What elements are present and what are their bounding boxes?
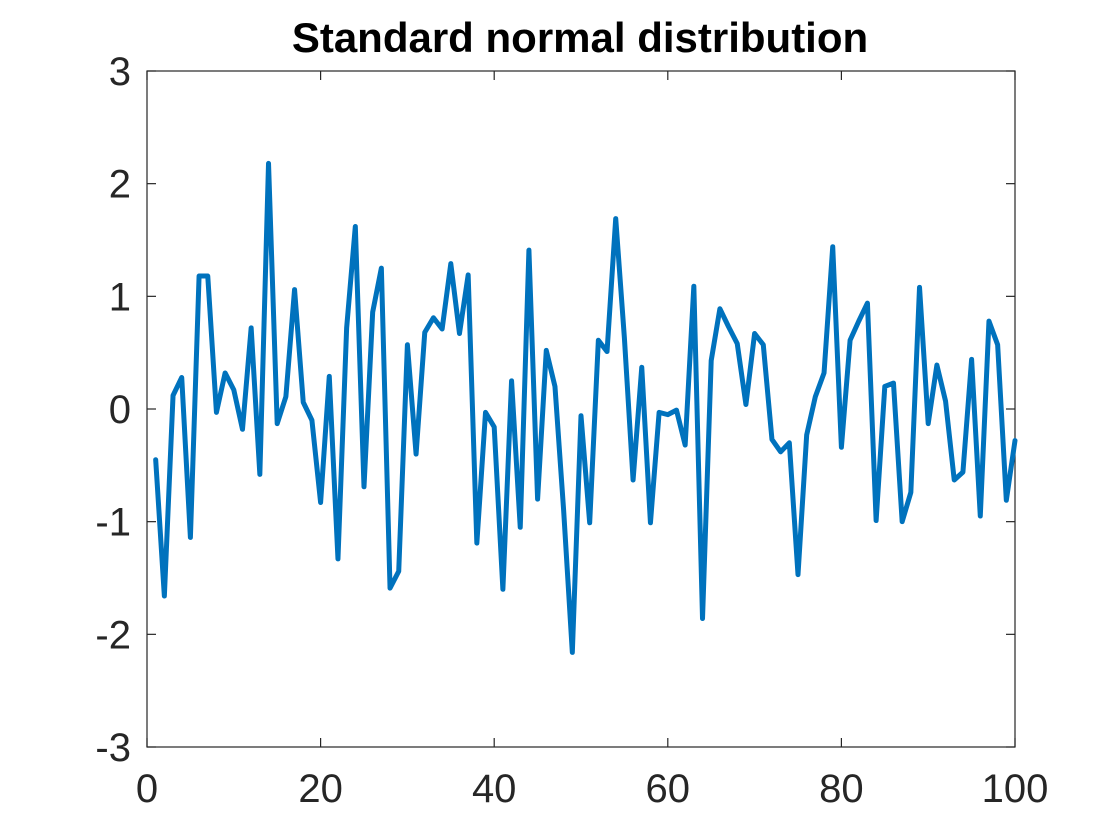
x-tick-label: 80 xyxy=(819,767,864,811)
x-tick-label: 20 xyxy=(298,767,343,811)
chart-title: Standard normal distribution xyxy=(292,14,868,61)
series-line xyxy=(153,160,1018,655)
x-tick-label: 40 xyxy=(472,767,517,811)
x-tick-label: 0 xyxy=(136,767,158,811)
y-tick-label: 0 xyxy=(109,388,131,432)
y-tick-label: -3 xyxy=(95,726,131,770)
y-tick-label: 2 xyxy=(109,163,131,207)
axis-tick-labels: 0 20 40 60 80 100 -3 -2 -1 0 1 2 3 xyxy=(95,50,1048,811)
x-tick-label: 60 xyxy=(646,767,691,811)
y-tick-label: 1 xyxy=(109,275,131,319)
axis-ticks xyxy=(146,70,1016,748)
x-tick-label: 100 xyxy=(982,767,1049,811)
y-tick-label: -2 xyxy=(95,613,131,657)
y-tick-label: 3 xyxy=(109,50,131,94)
y-tick-label: -1 xyxy=(95,501,131,545)
